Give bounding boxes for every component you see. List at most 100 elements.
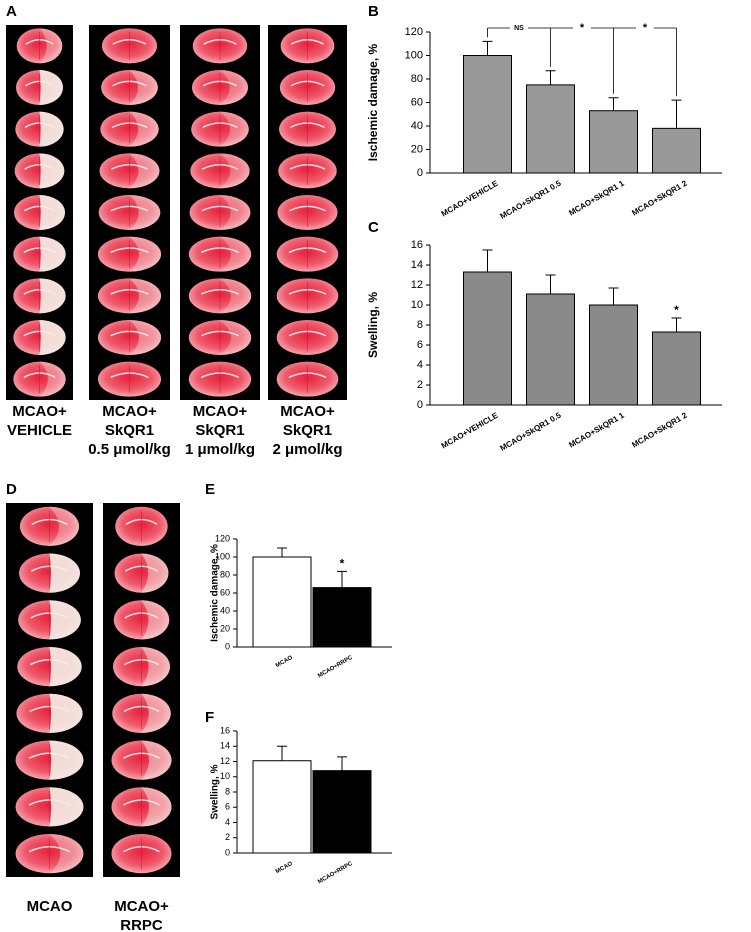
error-bar (545, 70, 556, 85)
bar (312, 770, 372, 854)
error-bar (608, 97, 619, 111)
lesion (49, 646, 82, 687)
y-tick-label: 4 (417, 359, 423, 371)
lesion (141, 600, 170, 640)
error-bar (337, 756, 347, 771)
lesion (220, 195, 251, 230)
y-axis-label: Ischemic damage, % (366, 43, 380, 161)
y-tick-label: 6 (225, 802, 230, 812)
x-tick-label: MCAO+SkQR1 2 (630, 410, 689, 449)
lesion (39, 278, 66, 314)
image-caption: MCAO+ (102, 403, 157, 420)
y-tick-label: 40 (220, 605, 230, 615)
lesion (129, 236, 162, 272)
y-tick-label: 10 (411, 299, 423, 311)
lesion (141, 740, 172, 780)
x-tick-label: MCAO (275, 861, 294, 876)
error-bar (277, 547, 287, 557)
lesion (141, 646, 170, 687)
panel-letter: D (6, 481, 17, 498)
error-bar (545, 274, 556, 294)
y-tick-label: 6 (417, 339, 423, 351)
y-tick-label: 4 (225, 817, 230, 827)
y-tick-label: 8 (417, 319, 423, 331)
y-tick-label: 12 (220, 756, 230, 766)
lesion (129, 111, 159, 147)
x-tick-label: MCAO+SkQR1 1 (567, 410, 626, 449)
lesion (39, 28, 63, 64)
error-bar (337, 570, 347, 588)
bar (652, 331, 701, 406)
y-tick-label: 0 (225, 847, 230, 857)
y-tick-label: 120 (405, 26, 423, 38)
lesion (129, 195, 161, 230)
image-caption: VEHICLE (7, 422, 72, 439)
bar (589, 110, 638, 174)
lesion (129, 320, 162, 355)
lesion (49, 787, 84, 827)
lesion (39, 236, 66, 272)
lesion (220, 236, 252, 272)
y-tick-label: 80 (411, 73, 423, 85)
y-tick-label: 0 (417, 167, 423, 179)
image-caption: MCAO+ (280, 403, 335, 420)
y-axis-label: Swelling, % (210, 764, 221, 819)
lesion (39, 361, 66, 397)
significance: NS (514, 25, 524, 32)
y-tick-label: 80 (220, 569, 230, 579)
lesion (129, 278, 162, 314)
bar (526, 293, 575, 406)
y-tick-label: 0 (417, 399, 423, 411)
annotation-bg (510, 23, 528, 33)
x-tick-label: MCAO+SkQR1 0.5 (499, 410, 563, 452)
lesion (141, 553, 169, 593)
y-axis-label: Swelling, % (366, 292, 380, 358)
y-tick-label: 8 (225, 786, 230, 796)
error-bar (277, 745, 287, 761)
bar (312, 587, 372, 648)
error-bar (671, 317, 682, 332)
lesion (49, 506, 80, 547)
panel-letter: F (205, 709, 214, 726)
panel-letter: C (368, 219, 379, 236)
y-tick-label: 120 (215, 533, 230, 543)
image-caption: 2 μmol/kg (272, 441, 342, 458)
error-bar (482, 249, 493, 272)
bar (463, 55, 512, 174)
significance: * (580, 22, 585, 34)
annotation-bg (636, 23, 654, 33)
lesion (129, 70, 158, 105)
lesion (49, 553, 80, 593)
x-tick-label: MCAO+SkQR1 2 (630, 178, 689, 217)
lesion (39, 111, 64, 147)
bar (252, 556, 312, 648)
lesion (39, 320, 66, 355)
lesion (49, 833, 84, 874)
image-caption: RRPC (120, 917, 163, 932)
x-tick-label: MCAO+RRPC (317, 861, 354, 886)
image-caption: MCAO+ (114, 898, 169, 915)
y-tick-label: 60 (411, 96, 423, 108)
y-tick-label: 40 (411, 120, 423, 132)
image-caption: 0.5 μmol/kg (88, 441, 171, 458)
bar (463, 271, 512, 406)
lesion (220, 111, 249, 147)
image-caption: MCAO+ (12, 403, 67, 420)
annotation-bg (573, 23, 591, 33)
lesion (39, 153, 65, 189)
image-caption: SkQR1 (195, 422, 244, 439)
y-tick-label: 100 (405, 49, 423, 61)
panel-letter: B (368, 3, 379, 20)
panel-letter: A (6, 3, 17, 20)
y-tick-label: 20 (411, 143, 423, 155)
y-tick-label: 16 (411, 239, 423, 251)
y-tick-label: 16 (220, 725, 230, 735)
panel-letter: E (205, 481, 215, 498)
bar (652, 127, 701, 174)
y-tick-label: 10 (220, 771, 230, 781)
error-bar (482, 40, 493, 56)
lesion (129, 153, 160, 189)
lesion (49, 693, 83, 734)
y-tick-label: 14 (411, 259, 423, 271)
